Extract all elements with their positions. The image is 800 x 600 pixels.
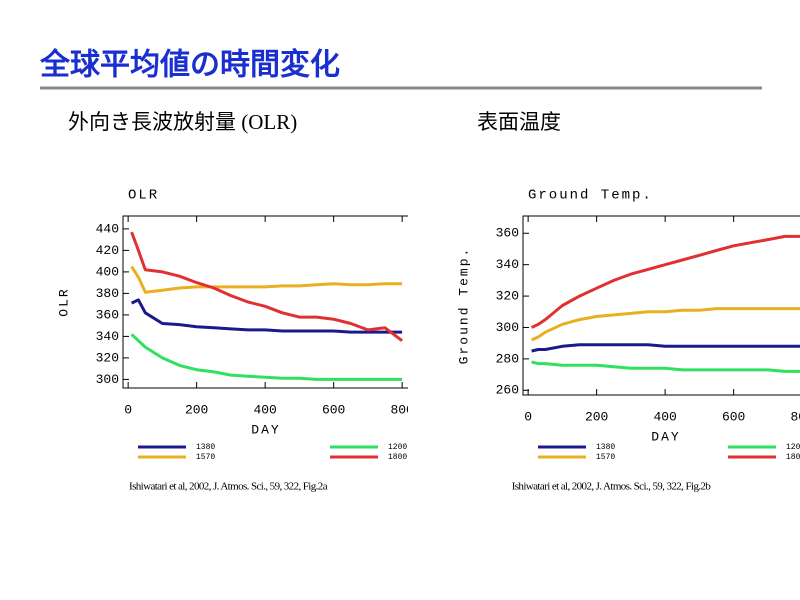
x-axis-label: DAY [651,429,680,444]
legend-label: 1800 [786,453,800,462]
y-tick-label: 360 [96,307,119,322]
y-tick-label: 380 [96,286,119,301]
data-line [130,231,404,342]
y-tick-label: 300 [496,320,519,335]
chart-title: Ground Temp. [528,188,653,204]
data-line [130,333,403,381]
x-tick-label: 400 [253,402,276,417]
y-tick-label: 420 [96,243,119,258]
legend-label: 1200 [388,443,407,452]
plot-frame [522,215,800,396]
legend-label: 1800 [388,453,407,462]
y-tick-label: 320 [96,350,119,365]
x-tick-label: 200 [185,402,208,417]
subtitle: 表面温度 [477,110,561,134]
y-axis-label: Ground Temp. [456,247,471,365]
data-line [130,265,403,294]
y-axis-label: OLR [56,287,71,316]
plot-frame [122,215,408,389]
x-tick-label: 0 [524,409,532,424]
legend-label: 1570 [196,453,215,462]
data-line [130,298,403,334]
source-note: Ishiwatari et al, 2002, J. Atmos. Sci., … [129,481,328,493]
y-tick-label: 400 [96,264,119,279]
y-tick-label: 280 [496,351,519,366]
y-tick-label: 300 [96,372,119,387]
legend-label: 1380 [196,443,215,452]
data-line [531,343,800,353]
x-tick-label: 0 [124,402,132,417]
y-tick-label: 340 [496,257,519,272]
subtitle: 外向き長波放射量 (OLR) [68,110,297,134]
slide-title: 全球平均値の時間変化 [39,48,340,83]
source-note: Ishiwatari et al, 2002, J. Atmos. Sci., … [512,481,712,493]
data-line [531,360,800,373]
y-tick-label: 440 [96,221,119,236]
x-axis-label: DAY [251,422,280,437]
chart: OLR DAY OLR 300 320 340 360 380 400 420 440 0 200 400… [56,188,413,462]
legend-label: 1380 [596,443,615,452]
y-tick-label: 360 [496,226,519,241]
x-tick-label: 600 [322,402,345,417]
y-tick-label: 260 [496,383,519,398]
x-tick-label: 800 [790,409,800,424]
x-tick-label: 600 [722,409,745,424]
chart: Ground Temp. DAY Ground Temp. 260 280 300 320 3… [456,188,800,462]
data-line [530,234,800,329]
y-tick-label: 340 [96,329,119,344]
x-tick-label: 800 [390,402,413,417]
legend-label: 1200 [786,443,800,452]
legend-label: 1570 [596,453,615,462]
data-line [530,307,800,342]
x-tick-label: 400 [653,409,676,424]
x-tick-label: 200 [585,409,608,424]
y-tick-label: 320 [496,289,519,304]
chart-title: OLR [128,188,159,204]
